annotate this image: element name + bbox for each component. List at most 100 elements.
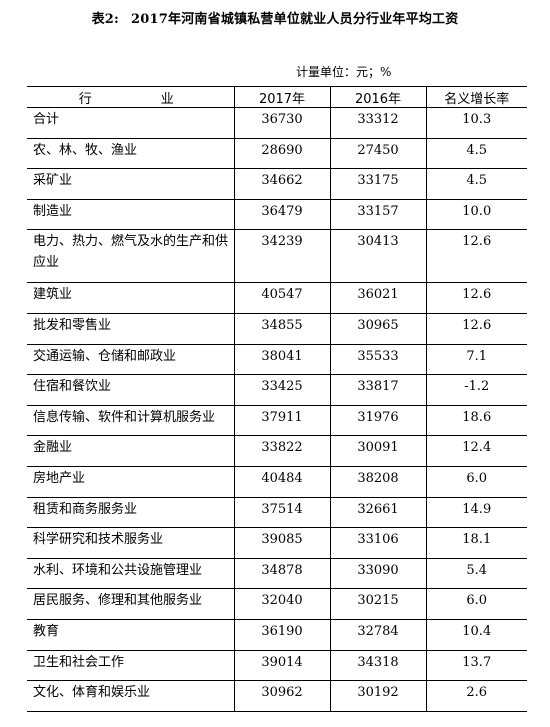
industry-cell: 居民服务、修理和其他服务业 bbox=[27, 588, 234, 620]
industry-cell: 农、林、牧、渔业 bbox=[27, 138, 234, 170]
industry-cell: 科学研究和技术服务业 bbox=[27, 527, 234, 559]
value-2017-cell: 39014 bbox=[233, 650, 330, 682]
value-2017-cell: 34662 bbox=[233, 168, 330, 200]
table-row: 电力、热力、燃气及水的生产和供应业 34239 30413 12.6 bbox=[27, 229, 527, 284]
value-2016-cell: 30413 bbox=[329, 229, 426, 284]
growth-rate-cell: 5.4 bbox=[425, 558, 527, 590]
growth-rate-cell: 6.0 bbox=[425, 588, 527, 620]
industry-cell: 文化、体育和娱乐业 bbox=[27, 680, 234, 712]
value-2016-cell: 33312 bbox=[329, 107, 426, 139]
value-2017-cell: 39085 bbox=[233, 527, 330, 559]
table-row: 卫生和社会工作 39014 34318 13.7 bbox=[27, 650, 527, 682]
value-2016-cell: 31976 bbox=[329, 405, 426, 437]
industry-cell: 交通运输、仓储和邮政业 bbox=[27, 344, 234, 376]
table-row: 租赁和商务服务业 37514 32661 14.9 bbox=[27, 497, 527, 529]
table-row: 居民服务、修理和其他服务业 32040 30215 6.0 bbox=[27, 588, 527, 620]
table-row: 信息传输、软件和计算机服务业 37911 31976 18.6 bbox=[27, 405, 527, 437]
table-row: 房地产业 40484 38208 6.0 bbox=[27, 466, 527, 498]
table-row: 合计 36730 33312 10.3 bbox=[27, 107, 527, 139]
value-2016-cell: 36021 bbox=[329, 282, 426, 314]
value-2017-cell: 34855 bbox=[233, 313, 330, 345]
value-2016-cell: 30192 bbox=[329, 680, 426, 712]
page-title: 表2: 2017年河南省城镇私营单位就业人员分行业年平均工资 bbox=[0, 8, 550, 27]
value-2016-cell: 32661 bbox=[329, 497, 426, 529]
industry-cell: 水利、环境和公共设施管理业 bbox=[27, 558, 234, 590]
value-2016-cell: 33175 bbox=[329, 168, 426, 200]
value-2017-cell: 34878 bbox=[233, 558, 330, 590]
value-2016-cell: 33817 bbox=[329, 374, 426, 406]
table-row: 制造业 36479 33157 10.0 bbox=[27, 199, 527, 231]
table-label: 表2: bbox=[91, 12, 120, 27]
table-row: 科学研究和技术服务业 39085 33106 18.1 bbox=[27, 527, 527, 559]
value-2016-cell: 35533 bbox=[329, 344, 426, 376]
growth-rate-cell: 12.6 bbox=[425, 229, 527, 284]
industry-cell: 住宿和餐饮业 bbox=[27, 374, 234, 406]
table-title: 2017年河南省城镇私营单位就业人员分行业年平均工资 bbox=[131, 12, 459, 27]
value-2017-cell: 40484 bbox=[233, 466, 330, 498]
value-2016-cell: 33157 bbox=[329, 199, 426, 231]
growth-rate-cell: 12.6 bbox=[425, 313, 527, 345]
table-row: 农、林、牧、渔业 28690 27450 4.5 bbox=[27, 138, 527, 170]
table-row: 采矿业 34662 33175 4.5 bbox=[27, 168, 527, 200]
industry-cell: 合计 bbox=[27, 107, 234, 139]
table-row: 教育 36190 32784 10.4 bbox=[27, 619, 527, 651]
value-2017-cell: 40547 bbox=[233, 282, 330, 314]
industry-cell: 电力、热力、燃气及水的生产和供应业 bbox=[27, 229, 234, 284]
value-2016-cell: 27450 bbox=[329, 138, 426, 170]
growth-rate-cell: 13.7 bbox=[425, 650, 527, 682]
header-2016: 2016年 bbox=[329, 86, 426, 108]
value-2017-cell: 28690 bbox=[233, 138, 330, 170]
table-row: 交通运输、仓储和邮政业 38041 35533 7.1 bbox=[27, 344, 527, 376]
value-2016-cell: 33090 bbox=[329, 558, 426, 590]
value-2017-cell: 32040 bbox=[233, 588, 330, 620]
growth-rate-cell: 18.6 bbox=[425, 405, 527, 437]
industry-cell: 采矿业 bbox=[27, 168, 234, 200]
value-2017-cell: 36730 bbox=[233, 107, 330, 139]
industry-cell: 租赁和商务服务业 bbox=[27, 497, 234, 529]
industry-cell: 建筑业 bbox=[27, 282, 234, 314]
value-2016-cell: 30091 bbox=[329, 435, 426, 467]
table-row: 批发和零售业 34855 30965 12.6 bbox=[27, 313, 527, 345]
growth-rate-cell: 10.3 bbox=[425, 107, 527, 139]
industry-cell: 制造业 bbox=[27, 199, 234, 231]
header-2017: 2017年 bbox=[233, 86, 330, 108]
table-header-row: 行 业 2017年 2016年 名义增长率 bbox=[27, 86, 527, 108]
header-industry: 行 业 bbox=[27, 86, 234, 108]
growth-rate-cell: 10.4 bbox=[425, 619, 527, 651]
industry-cell: 信息传输、软件和计算机服务业 bbox=[27, 405, 234, 437]
value-2017-cell: 30962 bbox=[233, 680, 330, 712]
growth-rate-cell: 12.6 bbox=[425, 282, 527, 314]
value-2016-cell: 33106 bbox=[329, 527, 426, 559]
value-2017-cell: 36190 bbox=[233, 619, 330, 651]
industry-cell: 卫生和社会工作 bbox=[27, 650, 234, 682]
industry-cell: 教育 bbox=[27, 619, 234, 651]
growth-rate-cell: 6.0 bbox=[425, 466, 527, 498]
value-2017-cell: 36479 bbox=[233, 199, 330, 231]
value-2016-cell: 30215 bbox=[329, 588, 426, 620]
value-2017-cell: 37514 bbox=[233, 497, 330, 529]
growth-rate-cell: 4.5 bbox=[425, 138, 527, 170]
value-2017-cell: 33822 bbox=[233, 435, 330, 467]
value-2017-cell: 33425 bbox=[233, 374, 330, 406]
value-2017-cell: 34239 bbox=[233, 229, 330, 284]
value-2016-cell: 34318 bbox=[329, 650, 426, 682]
table-row: 住宿和餐饮业 33425 33817 -1.2 bbox=[27, 374, 527, 406]
value-2017-cell: 37911 bbox=[233, 405, 330, 437]
value-2016-cell: 30965 bbox=[329, 313, 426, 345]
header-growth: 名义增长率 bbox=[425, 86, 527, 108]
industry-cell: 批发和零售业 bbox=[27, 313, 234, 345]
table-row: 建筑业 40547 36021 12.6 bbox=[27, 282, 527, 314]
growth-rate-cell: 2.6 bbox=[425, 680, 527, 712]
unit-note: 计量单位：元；% bbox=[296, 65, 392, 79]
growth-rate-cell: 7.1 bbox=[425, 344, 527, 376]
table-row: 文化、体育和娱乐业 30962 30192 2.6 bbox=[27, 680, 527, 712]
growth-rate-cell: 18.1 bbox=[425, 527, 527, 559]
table-body: 合计 36730 33312 10.3 农、林、牧、渔业 28690 27450 4.5 采矿业… bbox=[27, 107, 527, 712]
table-row: 水利、环境和公共设施管理业 34878 33090 5.4 bbox=[27, 558, 527, 590]
wage-table: 行 业 2017年 2016年 名义增长率 合计 36730 33312 10.3 农、… bbox=[27, 86, 527, 712]
table-row: 金融业 33822 30091 12.4 bbox=[27, 435, 527, 467]
industry-cell: 房地产业 bbox=[27, 466, 234, 498]
value-2017-cell: 38041 bbox=[233, 344, 330, 376]
growth-rate-cell: 10.0 bbox=[425, 199, 527, 231]
industry-cell: 金融业 bbox=[27, 435, 234, 467]
